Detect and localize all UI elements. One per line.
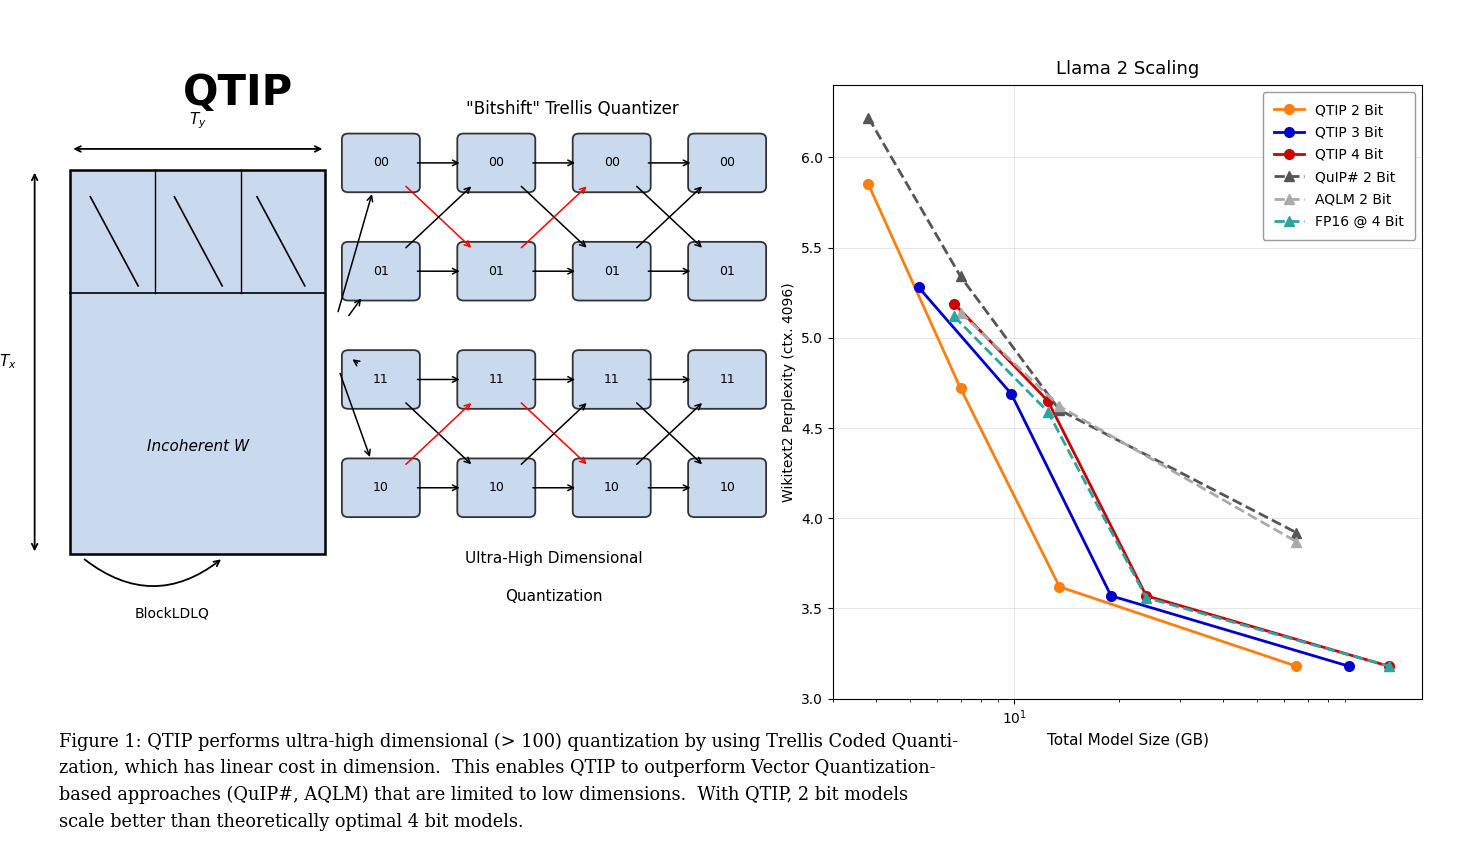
QTIP 3 Bit xyxy=(1340,661,1358,671)
Text: Figure 1: QTIP performs ultra-high dimensional (> 100) quantization by using Tre: Figure 1: QTIP performs ultra-high dimen… xyxy=(59,733,958,831)
FancyBboxPatch shape xyxy=(71,170,326,554)
Text: Ultra-High Dimensional: Ultra-High Dimensional xyxy=(466,550,643,566)
QuIP# 2 Bit xyxy=(1287,527,1304,538)
Text: 10: 10 xyxy=(719,481,736,494)
QTIP 3 Bit xyxy=(909,282,927,292)
AQLM 2 Bit xyxy=(1287,537,1304,547)
Text: 00: 00 xyxy=(488,157,504,170)
Text: 01: 01 xyxy=(604,265,619,278)
QuIP# 2 Bit xyxy=(859,112,877,123)
Title: Llama 2 Scaling: Llama 2 Scaling xyxy=(1055,60,1200,78)
Text: $T_y$: $T_y$ xyxy=(189,111,206,131)
Text: 01: 01 xyxy=(719,265,736,278)
Line: AQLM 2 Bit: AQLM 2 Bit xyxy=(955,308,1302,546)
AQLM 2 Bit xyxy=(1051,401,1069,412)
QTIP 2 Bit xyxy=(1051,582,1069,592)
Line: QuIP# 2 Bit: QuIP# 2 Bit xyxy=(864,112,1302,538)
FancyBboxPatch shape xyxy=(342,242,420,301)
FancyBboxPatch shape xyxy=(457,242,535,301)
QuIP# 2 Bit xyxy=(1051,405,1069,415)
FancyBboxPatch shape xyxy=(457,134,535,193)
QTIP 2 Bit xyxy=(952,383,970,394)
FP16 @ 4 Bit xyxy=(1138,592,1156,602)
FancyBboxPatch shape xyxy=(457,350,535,409)
FancyBboxPatch shape xyxy=(573,134,650,193)
FP16 @ 4 Bit xyxy=(1039,406,1057,417)
FancyBboxPatch shape xyxy=(688,242,766,301)
Text: BlockLDLQ: BlockLDLQ xyxy=(136,607,209,620)
Text: "Bitshift" Trellis Quantizer: "Bitshift" Trellis Quantizer xyxy=(466,100,678,118)
FancyBboxPatch shape xyxy=(688,458,766,517)
Y-axis label: Wikitext2 Perplexity (ctx. 4096): Wikitext2 Perplexity (ctx. 4096) xyxy=(781,282,796,502)
Text: QTIP: QTIP xyxy=(183,72,293,114)
QTIP 3 Bit xyxy=(1103,590,1120,601)
Line: QTIP 2 Bit: QTIP 2 Bit xyxy=(864,180,1302,671)
FancyBboxPatch shape xyxy=(688,350,766,409)
FancyBboxPatch shape xyxy=(688,134,766,193)
Legend: QTIP 2 Bit, QTIP 3 Bit, QTIP 4 Bit, QuIP# 2 Bit, AQLM 2 Bit, FP16 @ 4 Bit: QTIP 2 Bit, QTIP 3 Bit, QTIP 4 Bit, QuIP… xyxy=(1263,92,1415,240)
FP16 @ 4 Bit xyxy=(1380,661,1397,671)
Text: 01: 01 xyxy=(488,265,504,278)
Line: FP16 @ 4 Bit: FP16 @ 4 Bit xyxy=(949,311,1393,671)
FancyBboxPatch shape xyxy=(342,134,420,193)
Text: 00: 00 xyxy=(604,157,619,170)
Line: QTIP 4 Bit: QTIP 4 Bit xyxy=(949,299,1393,671)
Text: $T_x$: $T_x$ xyxy=(0,353,18,371)
Text: 11: 11 xyxy=(373,373,389,386)
Text: 00: 00 xyxy=(373,157,389,170)
QTIP 4 Bit xyxy=(1380,661,1397,671)
Text: 01: 01 xyxy=(373,265,389,278)
X-axis label: Total Model Size (GB): Total Model Size (GB) xyxy=(1047,733,1209,747)
Text: 10: 10 xyxy=(488,481,504,494)
Text: 11: 11 xyxy=(604,373,619,386)
FP16 @ 4 Bit xyxy=(945,311,963,321)
Text: 11: 11 xyxy=(488,373,504,386)
FancyBboxPatch shape xyxy=(573,242,650,301)
Text: 11: 11 xyxy=(719,373,736,386)
QTIP 2 Bit xyxy=(1287,661,1304,671)
QuIP# 2 Bit xyxy=(952,271,970,281)
FancyBboxPatch shape xyxy=(573,458,650,517)
Text: Incoherent W: Incoherent W xyxy=(147,439,249,454)
FancyBboxPatch shape xyxy=(342,350,420,409)
FancyBboxPatch shape xyxy=(573,350,650,409)
QTIP 4 Bit xyxy=(1039,396,1057,406)
AQLM 2 Bit xyxy=(952,308,970,318)
Text: 00: 00 xyxy=(719,157,736,170)
Text: Quantization: Quantization xyxy=(506,589,603,604)
QTIP 3 Bit xyxy=(1002,389,1020,399)
QTIP 2 Bit xyxy=(859,179,877,189)
QTIP 4 Bit xyxy=(1138,590,1156,601)
Text: 10: 10 xyxy=(373,481,389,494)
Line: QTIP 3 Bit: QTIP 3 Bit xyxy=(914,282,1353,671)
QTIP 4 Bit xyxy=(945,298,963,308)
FancyBboxPatch shape xyxy=(342,458,420,517)
Text: 10: 10 xyxy=(604,481,619,494)
FancyBboxPatch shape xyxy=(457,458,535,517)
